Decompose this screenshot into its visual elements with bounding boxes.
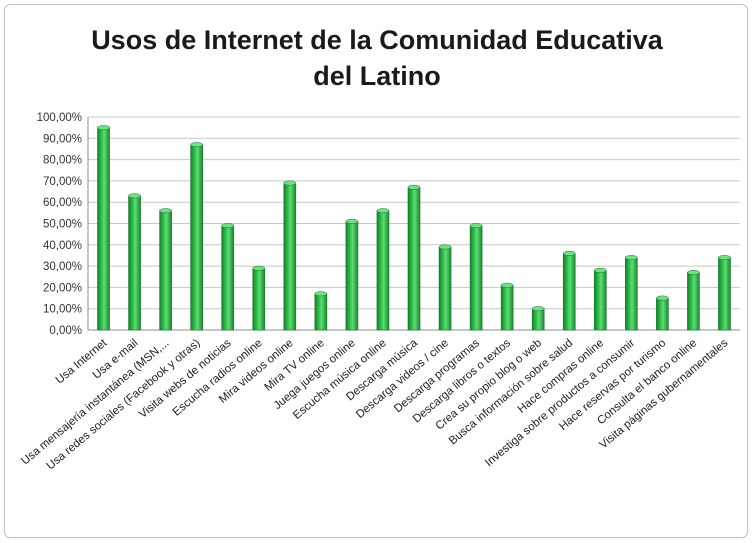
bar	[128, 195, 141, 331]
bar-top	[376, 208, 390, 214]
y-tick-label: 70,00%	[43, 176, 82, 188]
bar	[500, 284, 514, 331]
bar	[469, 225, 483, 331]
chart-title: Usos de Internet de la Comunidad Educati…	[91, 25, 663, 91]
bar	[376, 210, 390, 331]
bar-top	[407, 184, 421, 190]
chart-frame	[4, 4, 748, 538]
bar	[252, 267, 266, 331]
bar-top	[159, 208, 172, 214]
y-tick-label: 100,00%	[37, 112, 82, 124]
bar	[562, 253, 576, 331]
bar-top	[594, 267, 607, 273]
bar	[345, 221, 359, 331]
y-tick-label: 50,00%	[43, 219, 82, 231]
bar-top	[345, 218, 359, 224]
bar	[407, 186, 421, 331]
bar	[625, 257, 638, 331]
bar-top	[656, 295, 669, 301]
bar-top	[718, 255, 731, 261]
bar	[438, 246, 452, 331]
y-tick-label: 0,00%	[49, 325, 82, 337]
bar-top	[562, 250, 576, 256]
bar-top	[469, 223, 483, 229]
bar-top	[314, 291, 328, 297]
bar-top	[687, 270, 700, 275]
bar	[656, 297, 669, 331]
y-tick-label: 60,00%	[43, 197, 82, 209]
bar	[687, 272, 700, 331]
bar	[283, 182, 297, 331]
x-category-label: Usa Internet	[54, 337, 110, 387]
bar-top	[625, 255, 638, 261]
y-tick-label: 10,00%	[43, 304, 82, 316]
bar	[159, 210, 172, 331]
y-tick-label: 90,00%	[43, 133, 82, 145]
bar-top	[97, 125, 110, 131]
y-tick-label: 40,00%	[43, 240, 82, 252]
bar-top	[252, 265, 266, 271]
bar	[593, 270, 607, 331]
y-tick-labels: 0,00% 10,00% 20,00% 30,00% 40,00% 50,00% 60,00…	[37, 112, 82, 337]
bar-top	[531, 306, 545, 312]
bar	[718, 257, 731, 331]
bar	[531, 308, 545, 331]
bar	[97, 127, 110, 331]
bar-top	[128, 193, 141, 199]
bars	[97, 125, 731, 331]
y-tick-label: 80,00%	[43, 155, 82, 167]
bar-top	[283, 180, 297, 186]
bar-top	[190, 142, 203, 148]
y-tick-label: 30,00%	[43, 261, 82, 273]
y-tick-label: 20,00%	[43, 282, 82, 294]
bar-top	[221, 223, 234, 229]
bar-top	[438, 244, 452, 250]
bar	[190, 144, 203, 331]
bar-top	[500, 282, 514, 288]
bar	[221, 225, 235, 331]
bar	[314, 293, 328, 331]
